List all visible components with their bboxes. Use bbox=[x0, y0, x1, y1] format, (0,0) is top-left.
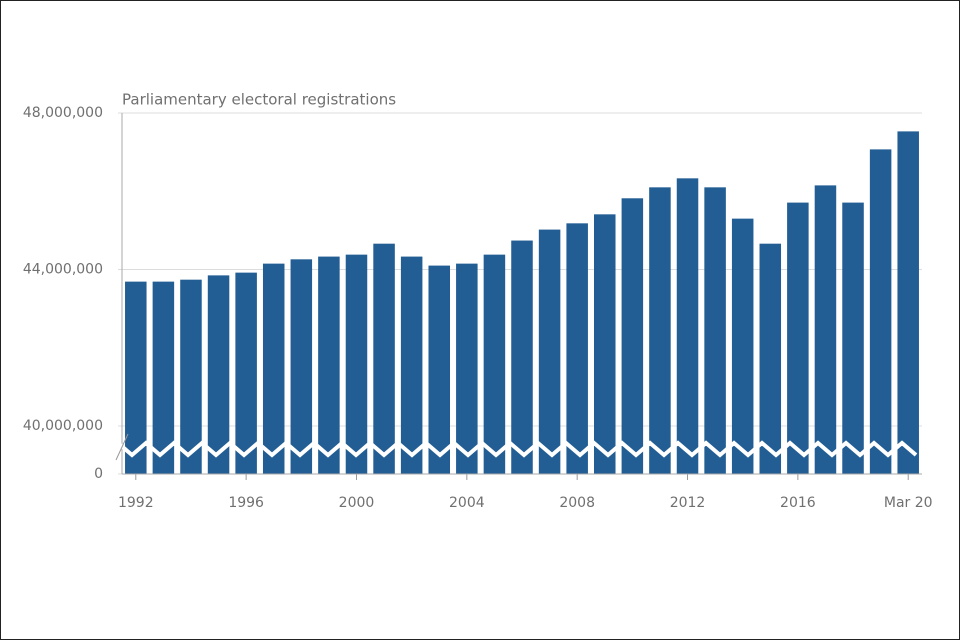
x-tick-label: 1992 bbox=[118, 495, 154, 511]
chart-title: Parliamentary electoral registrations bbox=[122, 91, 396, 109]
bar bbox=[759, 243, 782, 474]
bar bbox=[897, 131, 919, 475]
x-tick-label: Mar 20 bbox=[884, 495, 933, 511]
bar bbox=[345, 254, 368, 474]
bar bbox=[704, 187, 726, 474]
bar bbox=[373, 243, 395, 474]
bar bbox=[262, 263, 285, 474]
x-tick-label: 2004 bbox=[449, 495, 485, 511]
axis-break bbox=[116, 440, 918, 458]
bar bbox=[180, 279, 202, 474]
bar bbox=[152, 281, 175, 474]
bar bbox=[676, 178, 699, 474]
bar bbox=[207, 275, 230, 474]
x-tick-label: 2000 bbox=[339, 495, 375, 511]
bar bbox=[842, 202, 864, 474]
x-tick-label: 2016 bbox=[780, 495, 816, 511]
y-tick-label: 0 bbox=[94, 466, 103, 482]
x-tick-label: 1996 bbox=[228, 495, 264, 511]
bar bbox=[621, 198, 644, 475]
bar bbox=[566, 223, 588, 474]
y-tick-label: 48,000,000 bbox=[23, 105, 103, 121]
bar bbox=[538, 229, 561, 474]
bar bbox=[483, 254, 506, 474]
bar bbox=[787, 202, 809, 474]
bar bbox=[869, 149, 892, 475]
bar bbox=[649, 187, 671, 474]
x-tick-label: 2008 bbox=[559, 495, 595, 511]
bar bbox=[235, 272, 257, 474]
x-tick-label: 2012 bbox=[670, 495, 706, 511]
bar bbox=[428, 265, 450, 474]
bar bbox=[511, 240, 533, 474]
bar bbox=[318, 256, 340, 474]
y-tick-label: 44,000,000 bbox=[23, 262, 103, 278]
bar bbox=[456, 263, 478, 474]
bar bbox=[400, 256, 423, 474]
y-tick-label: 40,000,000 bbox=[23, 418, 103, 434]
bar bbox=[814, 185, 837, 474]
bar bbox=[594, 214, 616, 475]
axis-break-mark bbox=[115, 433, 129, 461]
bar bbox=[125, 281, 147, 474]
bar bbox=[290, 259, 313, 474]
bar bbox=[731, 218, 754, 474]
